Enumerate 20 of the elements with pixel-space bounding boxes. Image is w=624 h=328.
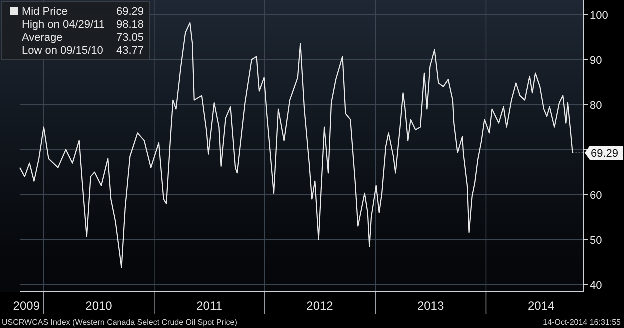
x-tick-label: 2014 — [528, 299, 555, 313]
y-tick-label: 100 — [590, 10, 608, 22]
text: 14-Oct-2014 16:31:55 — [543, 318, 622, 327]
text: Average 73.05 — [22, 32, 144, 44]
y-tick-label: 50 — [590, 234, 602, 247]
y-tick-label: 60 — [590, 190, 602, 202]
y-tick-label: 80 — [590, 100, 602, 112]
annotation: High on 04/29/11 98.18 — [22, 19, 144, 31]
y-tick-label: 90 — [590, 54, 602, 67]
x-tick-label: 2012 — [306, 299, 334, 313]
y-tick-label: 40 — [590, 280, 602, 292]
annotation: 69.29 — [591, 148, 619, 160]
legend-label: Mid Price — [22, 6, 68, 18]
x-tick-label: 2009 — [13, 299, 40, 313]
x-tick-label: 2013 — [417, 299, 444, 313]
text: USCRWCAS Index (Western Canada Select Crude Oil Spot Price) — [2, 318, 238, 327]
annotation: Low on 09/15/10 43.77 — [22, 45, 144, 57]
annotation: 69.29 — [116, 6, 144, 18]
x-tick-label: 2011 — [196, 299, 223, 313]
x-tick-label: 2010 — [86, 299, 113, 313]
